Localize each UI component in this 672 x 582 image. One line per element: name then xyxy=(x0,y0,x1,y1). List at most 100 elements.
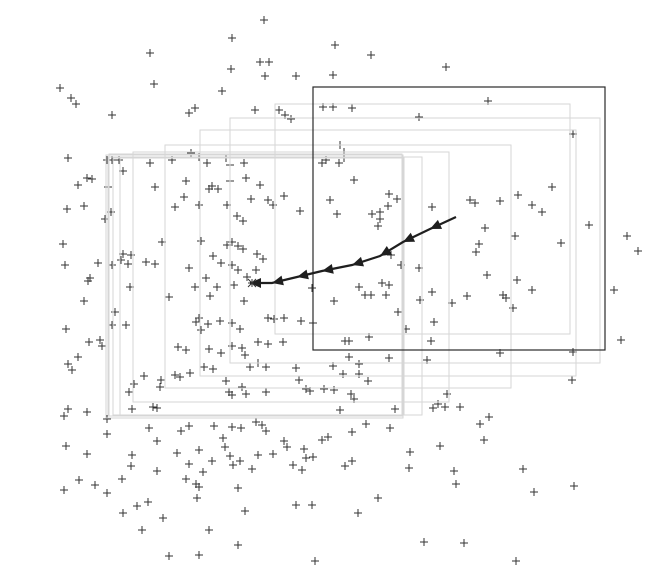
point-marker xyxy=(354,509,362,517)
point-marker xyxy=(85,338,93,346)
point-marker xyxy=(125,388,133,396)
point-marker xyxy=(218,87,226,95)
point-marker xyxy=(111,308,119,316)
point-marker xyxy=(182,475,190,483)
point-marker xyxy=(339,370,347,378)
point-marker xyxy=(436,442,444,450)
point-marker xyxy=(206,292,214,300)
point-marker xyxy=(83,450,91,458)
point-marker xyxy=(441,403,449,411)
point-marker xyxy=(384,202,392,210)
point-marker xyxy=(326,196,334,204)
point-marker xyxy=(103,430,111,438)
point-marker xyxy=(157,376,165,384)
point-marker xyxy=(450,467,458,475)
point-marker xyxy=(64,405,72,413)
point-marker xyxy=(336,406,344,414)
point-marker xyxy=(345,337,353,345)
point-marker xyxy=(205,526,213,534)
point-marker xyxy=(142,258,150,266)
point-marker xyxy=(348,104,356,112)
point-marker xyxy=(362,420,370,428)
point-marker xyxy=(74,353,82,361)
point-marker xyxy=(227,65,235,73)
point-marker xyxy=(238,344,246,352)
point-marker xyxy=(345,353,353,361)
point-marker xyxy=(348,428,356,436)
point-marker xyxy=(570,482,578,490)
point-marker xyxy=(122,321,130,329)
point-marker xyxy=(385,281,393,289)
point-marker xyxy=(228,423,236,431)
point-marker xyxy=(238,383,246,391)
point-marker xyxy=(292,364,300,372)
point-marker xyxy=(74,181,82,189)
point-marker xyxy=(481,224,489,232)
point-marker xyxy=(210,422,218,430)
point-marker xyxy=(275,106,283,114)
point-marker xyxy=(228,319,236,327)
point-marker xyxy=(205,345,213,353)
point-marker xyxy=(94,259,102,267)
point-marker xyxy=(341,462,349,470)
point-marker xyxy=(209,365,217,373)
point-marker xyxy=(191,104,199,112)
point-marker xyxy=(254,338,262,346)
point-marker xyxy=(452,480,460,488)
point-marker xyxy=(219,434,227,442)
point-marker xyxy=(173,449,181,457)
point-marker xyxy=(415,113,423,121)
point-marker xyxy=(150,80,158,88)
point-marker xyxy=(302,385,310,393)
point-marker xyxy=(60,412,68,420)
point-marker xyxy=(476,420,484,428)
point-marker xyxy=(222,377,230,385)
point-marker xyxy=(67,94,75,102)
point-marker xyxy=(333,210,341,218)
point-marker xyxy=(247,195,255,203)
point-marker xyxy=(298,466,306,474)
point-marker xyxy=(133,502,141,510)
mean-shift-trajectory xyxy=(248,217,456,288)
point-marker xyxy=(234,484,242,492)
point-marker xyxy=(144,498,152,506)
point-marker xyxy=(585,221,593,229)
point-marker xyxy=(241,351,249,359)
point-marker xyxy=(279,338,287,346)
point-marker xyxy=(140,372,148,380)
point-marker xyxy=(292,72,300,80)
point-marker xyxy=(233,212,241,220)
point-marker xyxy=(513,276,521,284)
point-marker xyxy=(519,465,527,473)
point-marker xyxy=(221,443,229,451)
point-marker xyxy=(406,448,414,456)
point-marker xyxy=(153,437,161,445)
point-marker xyxy=(242,174,250,182)
point-marker xyxy=(335,159,343,167)
point-marker xyxy=(511,232,519,240)
point-marker xyxy=(391,405,399,413)
point-marker xyxy=(262,363,270,371)
point-marker xyxy=(128,405,136,413)
point-marker xyxy=(83,174,91,182)
point-marker xyxy=(480,436,488,444)
point-marker xyxy=(228,34,236,42)
point-marker xyxy=(182,346,190,354)
point-marker xyxy=(151,183,159,191)
point-marker xyxy=(300,445,308,453)
point-marker xyxy=(382,291,390,299)
point-marker xyxy=(292,501,300,509)
point-marker xyxy=(64,360,72,368)
point-marker xyxy=(514,191,522,199)
point-marker xyxy=(239,217,247,225)
point-marker xyxy=(56,84,64,92)
point-marker xyxy=(405,464,413,472)
point-marker xyxy=(296,207,304,215)
previous-search-window xyxy=(165,145,511,388)
point-marker xyxy=(475,240,483,248)
point-marker xyxy=(428,288,436,296)
point-marker xyxy=(261,72,269,80)
point-marker xyxy=(96,336,104,344)
